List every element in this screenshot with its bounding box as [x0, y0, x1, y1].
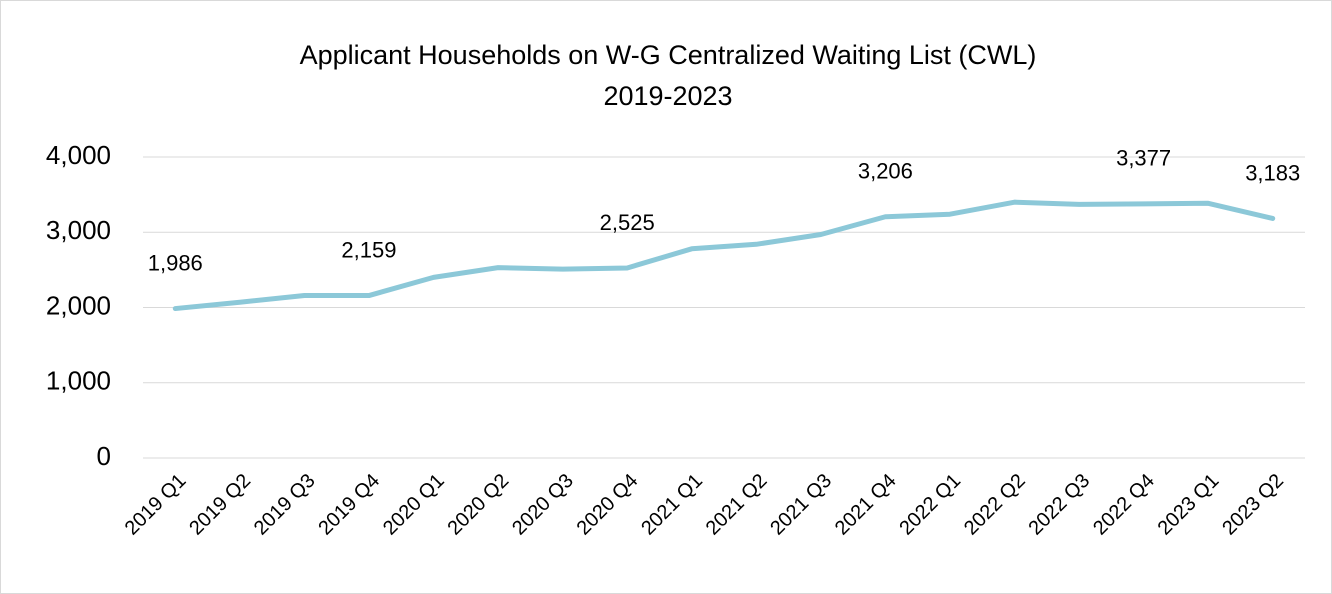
data-label: 3,377: [1116, 146, 1171, 171]
y-tick-label: 4,000: [46, 140, 111, 170]
y-tick-label: 0: [97, 441, 111, 471]
data-label: 1,986: [148, 250, 203, 275]
data-label: 3,183: [1245, 160, 1300, 185]
data-label: 3,206: [858, 159, 913, 184]
data-label: 2,159: [341, 237, 396, 262]
data-label: 2,525: [600, 210, 655, 235]
y-tick-label: 3,000: [46, 215, 111, 245]
data-line: [172, 199, 1276, 312]
y-tick-label: 1,000: [46, 366, 111, 396]
chart-title: Applicant Households on W-G Centralized …: [300, 40, 1037, 70]
chart-subtitle: 2019-2023: [603, 81, 732, 111]
y-tick-label: 2,000: [46, 290, 111, 320]
